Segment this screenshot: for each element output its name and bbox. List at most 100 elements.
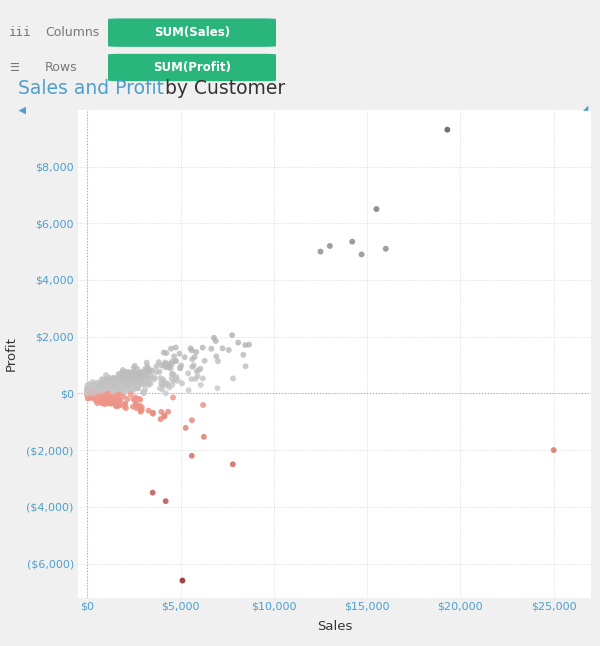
Point (218, 343, 227, 353)
Point (110, 395, 119, 405)
Point (100, 380, 109, 391)
Point (160, 412, 169, 422)
Point (91, 395, 100, 405)
Point (196, 380, 206, 390)
Point (100, 388, 110, 399)
Point (134, 394, 144, 404)
Point (101, 383, 111, 393)
Point (142, 366, 151, 377)
Point (89, 388, 99, 399)
Text: by Customer: by Customer (159, 79, 285, 98)
Point (111, 383, 121, 393)
Point (131, 372, 140, 382)
Point (136, 368, 146, 378)
Point (83, 388, 92, 399)
Point (103, 388, 113, 399)
Point (443, 125, 452, 135)
Point (90, 391, 100, 402)
Point (95, 385, 104, 395)
Point (125, 368, 134, 378)
Point (191, 373, 200, 384)
Point (130, 382, 140, 393)
Point (83, 384, 92, 394)
Point (95, 382, 104, 392)
Point (92, 389, 102, 399)
Point (95, 388, 104, 399)
Point (111, 395, 121, 405)
Point (104, 379, 113, 389)
Point (133, 364, 142, 374)
Point (98, 385, 108, 395)
Point (163, 378, 172, 388)
Point (91, 384, 100, 394)
Point (86, 385, 95, 395)
Point (118, 385, 127, 395)
Point (107, 386, 116, 397)
Point (89, 391, 99, 402)
Point (87, 384, 97, 394)
Point (98, 387, 108, 397)
Point (91, 384, 100, 395)
Point (127, 370, 136, 380)
Point (86, 388, 96, 399)
Point (113, 391, 122, 402)
Point (97, 388, 107, 399)
Point (110, 393, 120, 404)
Text: Sales and Profit: Sales and Profit (18, 79, 164, 98)
Point (161, 362, 170, 373)
Y-axis label: Profit: Profit (5, 337, 18, 371)
Point (97, 382, 106, 393)
Point (93, 380, 103, 391)
Point (110, 388, 119, 399)
Point (121, 375, 130, 385)
Point (157, 360, 167, 371)
Point (88, 388, 98, 399)
Point (118, 388, 127, 399)
Point (137, 405, 146, 415)
Point (184, 385, 193, 395)
Point (88, 377, 98, 387)
Point (104, 393, 113, 403)
Point (83, 388, 92, 398)
Point (132, 382, 142, 392)
Point (104, 396, 114, 406)
Point (89, 388, 99, 399)
Point (104, 380, 114, 390)
Point (106, 388, 116, 399)
Point (166, 364, 175, 374)
Point (114, 395, 124, 406)
Point (113, 377, 122, 388)
Point (83, 390, 92, 400)
Point (93, 392, 103, 402)
Point (212, 383, 222, 393)
Point (101, 388, 111, 398)
Point (152, 367, 161, 377)
Point (96, 397, 106, 407)
Point (224, 345, 233, 355)
Point (94, 382, 103, 392)
Point (106, 384, 115, 395)
Point (88, 388, 98, 399)
Point (102, 393, 112, 403)
Point (149, 373, 159, 383)
Point (198, 400, 208, 410)
Point (83, 388, 92, 398)
Point (88, 388, 98, 399)
Point (111, 393, 121, 403)
Point (86, 387, 95, 397)
Point (93, 388, 103, 399)
Point (176, 360, 186, 371)
Point (108, 386, 118, 397)
Point (136, 404, 145, 415)
Point (116, 387, 125, 397)
Point (157, 384, 167, 395)
Point (104, 375, 113, 385)
Point (109, 393, 118, 404)
Point (95, 388, 104, 399)
Text: SUM(Sales): SUM(Sales) (154, 26, 230, 39)
Point (100, 382, 109, 393)
Point (132, 400, 142, 410)
Point (83, 386, 93, 397)
Point (97, 388, 106, 399)
Point (118, 376, 127, 386)
